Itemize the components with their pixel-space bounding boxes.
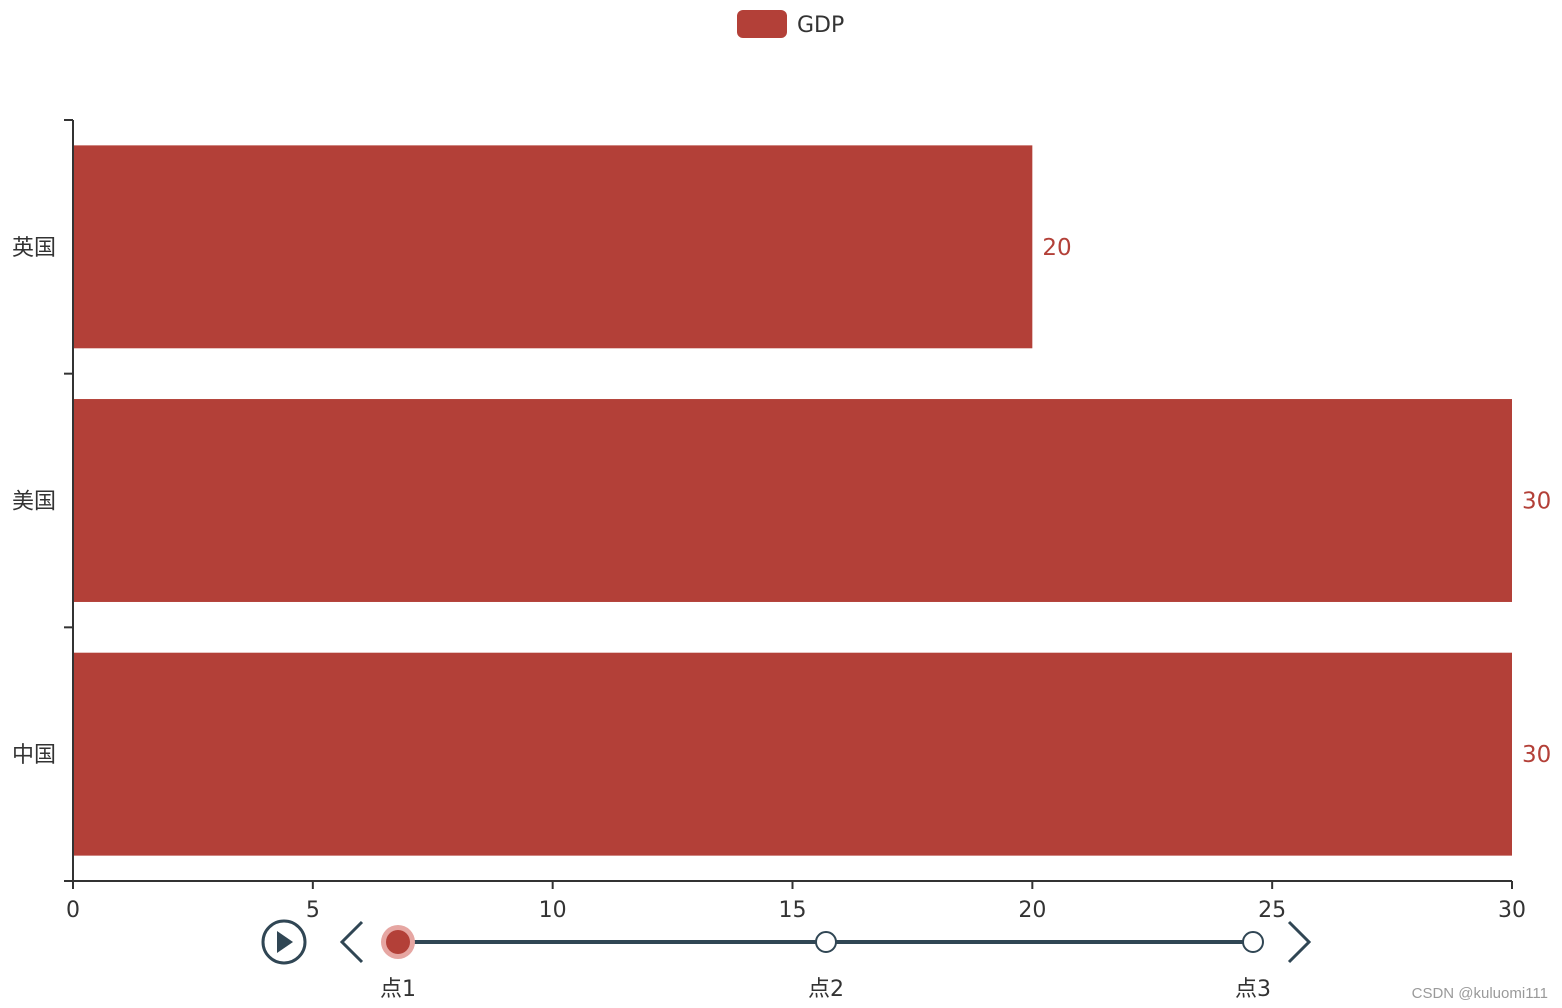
watermark: CSDN @kuluomi111	[1411, 985, 1548, 1002]
timeline-point-2[interactable]	[815, 931, 837, 953]
bar-2[interactable]	[73, 399, 1512, 602]
data-label-2: 30	[1522, 489, 1551, 515]
category-label-1: 中国	[12, 743, 56, 768]
data-label-3: 20	[1042, 235, 1071, 261]
timeline[interactable]: 点1 点2 点3	[261, 919, 1312, 1002]
bars-group	[73, 145, 1512, 856]
timeline-point-3[interactable]	[1242, 931, 1264, 953]
legend-swatch-gdp[interactable]	[737, 10, 787, 38]
value-tick-label: 25	[1258, 898, 1286, 923]
category-label-3: 英国	[12, 236, 56, 261]
value-tick-label: 10	[539, 898, 567, 923]
timeline-label-2: 点2	[808, 977, 844, 1002]
timeline-label-3: 点3	[1235, 977, 1271, 1002]
bar-3[interactable]	[73, 145, 1033, 349]
value-tick-label: 5	[306, 898, 320, 923]
timeline-label-1: 点1	[380, 977, 416, 1002]
chevron-right-icon[interactable]	[1287, 920, 1312, 964]
legend[interactable]: GDP	[737, 10, 844, 38]
data-labels-group: 30 30 20	[1042, 235, 1551, 768]
legend-label-gdp[interactable]: GDP	[797, 13, 844, 38]
chevron-left-icon[interactable]	[339, 920, 364, 964]
play-icon[interactable]	[261, 919, 307, 965]
category-label-2: 美国	[12, 490, 56, 515]
value-tick-label: 15	[779, 898, 807, 923]
data-label-1: 30	[1522, 742, 1551, 768]
value-axis: 0 5 10 15 20 25 30	[66, 880, 1526, 923]
value-tick-label: 0	[66, 898, 80, 923]
bar-1[interactable]	[73, 652, 1512, 856]
value-tick-label: 20	[1018, 898, 1046, 923]
timeline-point-1[interactable]	[381, 925, 415, 959]
value-tick-label: 30	[1498, 898, 1526, 923]
